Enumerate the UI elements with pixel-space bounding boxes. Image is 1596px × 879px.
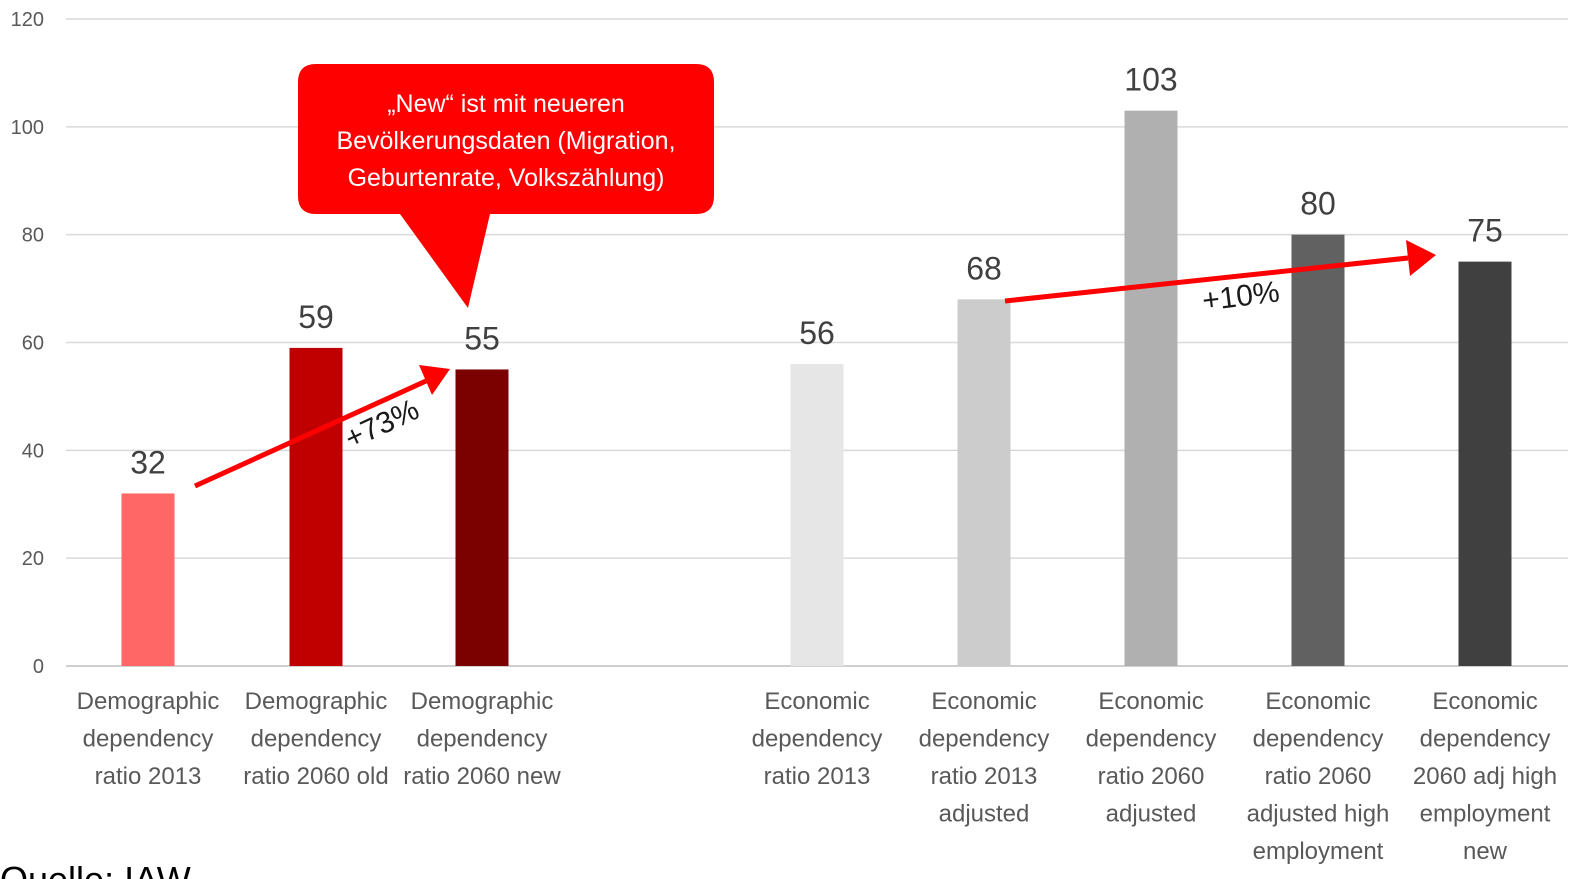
category-label-line: ratio 2060 [1098,763,1205,790]
callout-text-line: Geburtenrate, Volkszählung) [348,164,665,192]
category-label-line: Economic [1098,688,1203,715]
category-label-line: ratio 2013 [764,763,871,790]
bar [1124,110,1178,667]
category-label-line: employment [1253,838,1384,865]
data-label: 55 [464,320,500,356]
category-label-line: dependency [919,726,1050,753]
category-label-line: new [1463,838,1508,865]
category-label-line: ratio 2060 new [403,763,561,790]
category-label-line: ratio 2013 [931,763,1038,790]
category-label-line: dependency [417,726,548,753]
data-label: 59 [298,299,334,335]
y-axis-ticks: 0 20 40 60 80 100 120 [11,9,44,678]
y-tick-label: 100 [11,117,44,139]
category-label-line: dependency [1253,726,1384,753]
category-label-line: Economic [1432,688,1537,715]
bars [121,110,1512,667]
y-tick-label: 40 [22,440,44,462]
category-label-line: Economic [764,688,869,715]
y-tick-label: 0 [33,656,44,678]
arrow-shaft [1004,255,1409,304]
bar [790,364,844,666]
arrow-label-economic: +10% [1200,275,1281,317]
category-label-line: dependency [752,726,883,753]
y-tick-label: 80 [22,225,44,247]
category-label-line: adjusted [1106,801,1197,828]
category-label-line: employment [1420,801,1551,828]
source-text: Quelle: IAW [0,859,191,879]
category-label-line: dependency [83,726,214,753]
y-tick-label: 60 [22,333,44,355]
bar [957,299,1011,666]
category-label-line: dependency [251,726,382,753]
y-tick-label: 20 [22,548,44,570]
callout-text-line: „New“ ist mit neueren [387,90,625,118]
callout-bubble: „New“ ist mit neueren Bevölkerungsdaten … [298,64,714,308]
data-label: 75 [1467,213,1503,249]
category-label-line: Economic [931,688,1036,715]
category-label-line: Demographic [77,688,220,715]
category-label-line: adjusted [939,801,1030,828]
category-label-line: Demographic [411,688,554,715]
category-label-line: dependency [1086,726,1217,753]
category-label-line: ratio 2060 [1265,763,1372,790]
bar [1458,261,1512,666]
arrow-shaft [193,378,428,489]
data-labels: 32 59 55 56 68 103 80 75 [130,62,1503,481]
category-label-line: Economic [1265,688,1370,715]
category-label-line: dependency [1420,726,1551,753]
category-labels: Demographic dependency ratio 2013 Demograph… [77,688,1557,865]
arrow-head [419,365,450,395]
bar [455,369,509,666]
data-label: 56 [799,315,835,351]
callout-text-line: Bevölkerungsdaten (Migration, [336,127,675,155]
arrow-economic: +10% [1004,240,1436,318]
data-label: 103 [1124,62,1177,98]
bar [1291,234,1345,666]
data-label: 80 [1300,186,1336,222]
category-label-line: Demographic [245,688,388,715]
bar [121,493,175,666]
data-label: 68 [966,250,1002,286]
arrow-head [1406,240,1436,276]
category-label-line: adjusted high [1247,801,1390,828]
category-label-line: ratio 2013 [95,763,202,790]
data-label: 32 [130,444,166,480]
category-label-line: 2060 adj high [1413,763,1557,790]
y-tick-label: 120 [11,9,44,31]
category-label-line: ratio 2060 old [243,763,388,790]
bar [289,347,343,666]
callout-shape [298,64,714,308]
